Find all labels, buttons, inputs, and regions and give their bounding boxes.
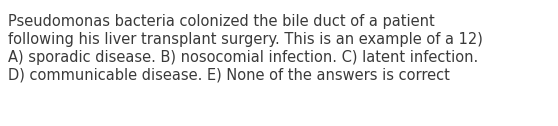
Text: following his liver transplant surgery. This is an example of a 12): following his liver transplant surgery. … (8, 32, 483, 47)
Text: D) communicable disease. E) None of the answers is correct: D) communicable disease. E) None of the … (8, 68, 450, 83)
Text: Pseudomonas bacteria colonized the bile duct of a patient: Pseudomonas bacteria colonized the bile … (8, 14, 435, 29)
Text: A) sporadic disease. B) nosocomial infection. C) latent infection.: A) sporadic disease. B) nosocomial infec… (8, 50, 478, 65)
